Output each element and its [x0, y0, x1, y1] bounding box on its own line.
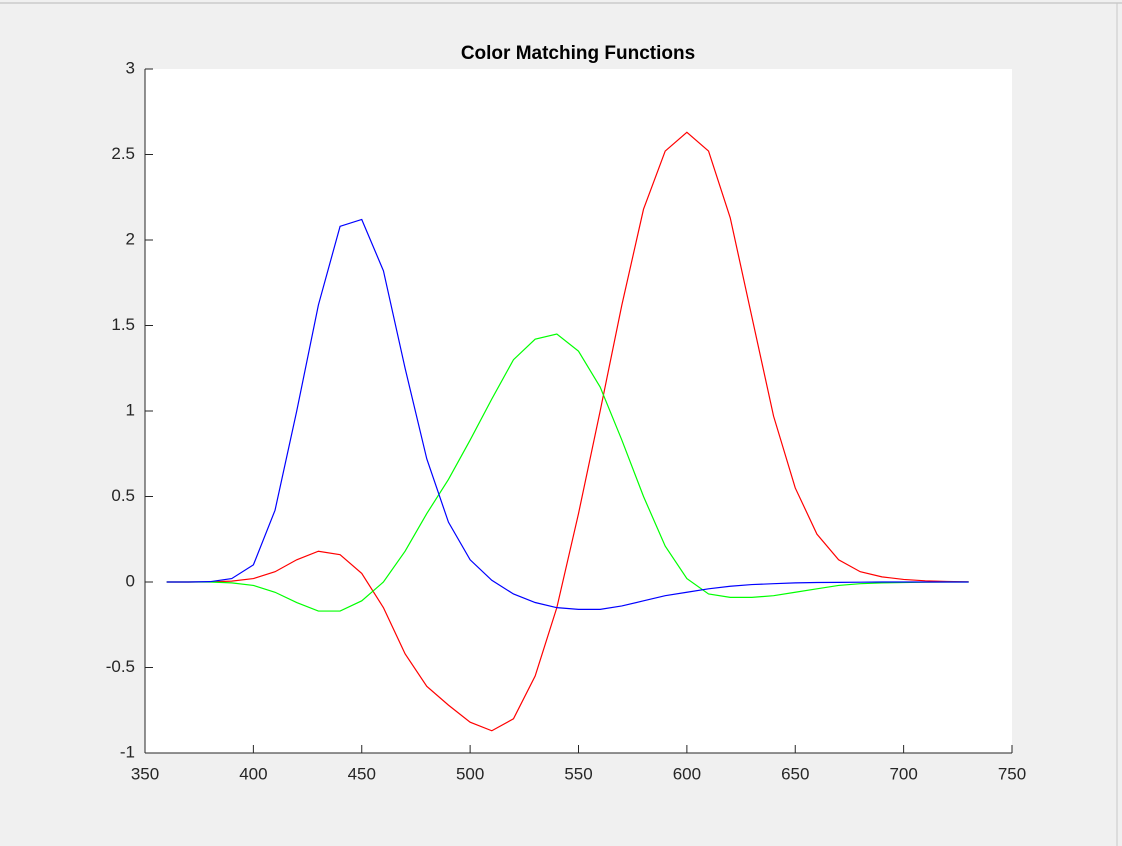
chart-title: Color Matching Functions — [461, 43, 695, 64]
axes: -1 -0.5 0 0.5 1 1.5 2 2.5 3 350 400 450 500 550 600 650… — [106, 58, 1026, 783]
x-tick-label: 600 — [673, 764, 701, 783]
x-tick-label: 700 — [889, 764, 917, 783]
y-tick-label: 1.5 — [111, 315, 135, 334]
y-tick-label: -0.5 — [106, 657, 135, 676]
y-tick-label: 2 — [126, 229, 135, 248]
series-line — [166, 218, 969, 610]
x-tick-label: 400 — [239, 764, 267, 783]
x-tick-label: 750 — [998, 764, 1026, 783]
x-tick-label: 500 — [456, 764, 484, 783]
y-tick-label: 1 — [126, 400, 135, 419]
x-tick-label: 450 — [348, 764, 376, 783]
series-line — [166, 333, 969, 612]
x-tick-label: 650 — [781, 764, 809, 783]
lines — [166, 131, 969, 732]
y-tick-label: 0.5 — [111, 486, 135, 505]
y-tick-label: 3 — [126, 58, 135, 77]
x-tick-label: 350 — [131, 764, 159, 783]
plot-area — [145, 69, 1012, 753]
x-tick-label: 550 — [564, 764, 592, 783]
y-tick-label: 0 — [126, 571, 135, 590]
y-tick-label: 2.5 — [111, 144, 135, 163]
y-tick-label: -1 — [120, 742, 135, 761]
series-line — [166, 131, 969, 732]
